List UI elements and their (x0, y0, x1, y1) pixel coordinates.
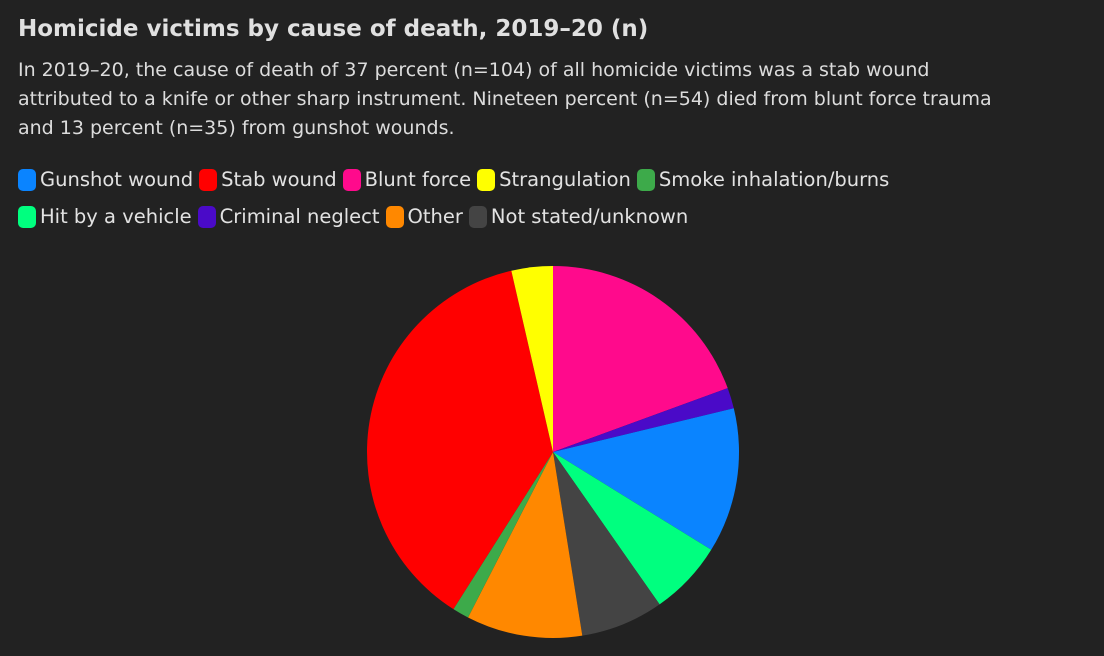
legend-label: Gunshot wound (40, 168, 194, 191)
legend-swatch (385, 205, 404, 228)
pie-slice-hit-by-a-vehicle[interactable] (553, 452, 712, 605)
legend-swatch (18, 205, 36, 228)
chart-subtitle: In 2019–20, the cause of death of 37 per… (18, 59, 992, 139)
legend-item-blunt-force[interactable]: Blunt force (342, 165, 472, 194)
legend-swatch (197, 205, 216, 228)
legend-swatch (199, 168, 218, 191)
legend: Gunshot wound Stab wound Blunt force Strang… (18, 165, 1018, 231)
pie-slice-not-stated-unknown[interactable] (553, 452, 660, 636)
legend-label: Criminal neglect (219, 205, 380, 228)
legend-item-smoke-inhalation-burns[interactable]: Smoke inhalation/burns (636, 165, 890, 194)
legend-swatch (477, 168, 496, 191)
legend-item-strangulation[interactable]: Strangulation (477, 165, 631, 194)
pie-slice-criminal-neglect[interactable] (553, 388, 734, 452)
legend-label: Strangulation (499, 168, 631, 191)
pie-slice-gunshot-wound[interactable] (553, 408, 740, 550)
legend-label: Not stated/unknown (490, 205, 689, 228)
legend-item-stab-wound[interactable]: Stab wound (199, 165, 337, 194)
legend-label: Smoke inhalation/burns (658, 168, 890, 191)
legend-item-other[interactable]: Other (385, 202, 463, 231)
legend-swatch (468, 205, 487, 228)
pie-slice-other[interactable] (468, 452, 583, 639)
legend-label: Stab wound (221, 168, 337, 191)
chart-container: Homicide victims by cause of death, 2019… (18, 12, 1088, 231)
legend-label: Other (407, 205, 463, 228)
legend-item-hit-by-a-vehicle[interactable]: Hit by a vehicle (18, 202, 192, 231)
legend-item-criminal-neglect[interactable]: Criminal neglect (197, 202, 380, 231)
pie-slice-smoke-inhalation-burns[interactable] (453, 452, 553, 618)
pie-slice-stab-wound[interactable] (367, 270, 553, 610)
legend-swatch (18, 168, 36, 191)
legend-swatch (636, 168, 655, 191)
pie-slice-blunt-force[interactable] (553, 266, 728, 452)
legend-label: Blunt force (364, 168, 472, 191)
legend-swatch (342, 168, 361, 191)
legend-item-gunshot-wound[interactable]: Gunshot wound (18, 165, 193, 194)
pie-slice-strangulation[interactable] (511, 266, 553, 452)
legend-item-not-stated-unknown[interactable]: Not stated/unknown (468, 202, 689, 231)
legend-label: Hit by a vehicle (40, 205, 192, 228)
chart-title: Homicide victims by cause of death, 2019… (18, 16, 649, 42)
